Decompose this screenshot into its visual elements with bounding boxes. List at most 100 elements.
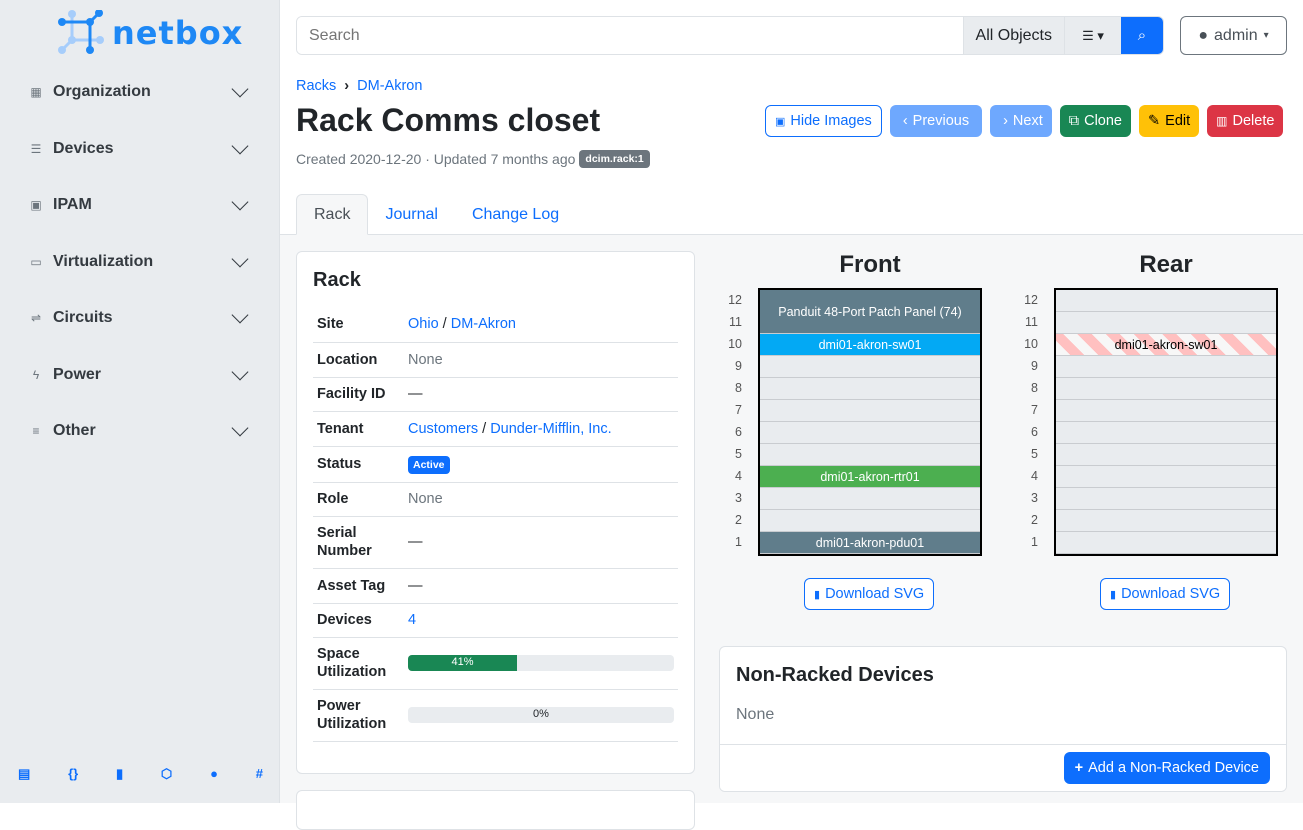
tab-journal[interactable]: Journal [385,205,438,223]
rack-unit[interactable] [1056,312,1276,334]
table-row: Facility ID — [313,377,678,412]
rack-unit[interactable] [760,444,980,466]
rack-unit[interactable] [760,378,980,400]
download-front-svg-button[interactable]: ▮ Download SVG [804,578,935,610]
rack-device[interactable]: dmi01-akron-sw01 [760,334,980,356]
rack-unit[interactable] [1056,532,1276,554]
sidebar-item-power[interactable]: ϟ Power [28,360,250,390]
rack-unit[interactable] [760,510,980,532]
breadcrumb: Racks › DM-Akron [296,78,422,94]
rack-unit[interactable] [760,356,980,378]
tenant-link[interactable]: Dunder-Mifflin, Inc. [490,420,612,437]
sidebar-item-virtualization[interactable]: ▭ Virtualization [28,247,250,277]
table-row: Serial Number — [313,516,678,569]
filter-dropdown[interactable]: ☰ ▾ [1064,17,1121,54]
rack-device[interactable]: dmi01-akron-sw01 [1056,334,1276,356]
docs-icon[interactable]: ▤ [18,766,31,781]
table-row: Asset Tag — [313,568,678,604]
unit-number: 11 [729,315,742,329]
rack-unit[interactable] [1056,466,1276,488]
github-icon[interactable]: ● [210,766,218,781]
unit-number: 4 [1031,469,1038,483]
next-button[interactable]: › Next [990,105,1052,137]
sidebar-item-devices[interactable]: ☰ Devices [28,134,250,164]
breadcrumb-racks[interactable]: Racks [296,78,337,94]
previous-button[interactable]: ‹ Previous [889,105,983,137]
rack-unit[interactable] [1056,378,1276,400]
graphql-icon[interactable]: ⬡ [160,766,173,781]
rack-unit[interactable] [1056,510,1276,532]
caret-down-icon: ▾ [1263,30,1269,41]
unit-number: 6 [735,425,742,439]
tab-rack[interactable]: Rack [296,194,369,235]
main: All Objects ☰ ▾ ⌕ ● admin ▾ Racks › DM-Akron… [280,0,1303,830]
unit-number: 10 [1024,337,1038,351]
row-label: Site [313,307,404,343]
slack-icon[interactable]: # [255,766,263,781]
unit-number: 12 [1024,293,1038,307]
copy-icon: ⧉ [1068,113,1080,129]
edit-button[interactable]: ✎ Edit [1139,105,1200,137]
rack-device[interactable]: dmi01-akron-pdu01 [760,532,980,554]
rack-unit[interactable] [1056,444,1276,466]
tenant-group-link[interactable]: Customers [408,420,479,437]
table-row: Location None [313,342,678,378]
rack-device[interactable]: Panduit 48-Port Patch Panel (74) [760,290,980,334]
object-type-select[interactable]: All Objects [962,17,1064,54]
rack-unit[interactable] [1056,488,1276,510]
content-area: Rack Site Ohio / DM-Akron Location None Fa… [280,234,1303,830]
rack-device[interactable]: dmi01-akron-rtr01 [760,466,980,488]
page-meta: Created 2020-12-20 · Updated 7 months ag… [296,150,650,168]
clone-button[interactable]: ⧉ Clone [1059,105,1131,137]
sidebar-item-other[interactable]: ≡ Other [28,416,250,446]
download-rear-svg-button[interactable]: ▮ Download SVG [1100,578,1231,610]
circuit-icon: ⇌ [30,311,42,325]
object-tag-badge: dcim.rack:1 [579,150,650,168]
tab-change-log[interactable]: Change Log [471,205,560,223]
region-link[interactable]: Ohio [408,316,439,333]
rack-unit[interactable] [760,488,980,510]
front-title: Front [839,251,901,278]
hide-images-button[interactable]: ▣ Hide Images [765,105,882,137]
site-link[interactable]: DM-Akron [450,316,516,333]
card-title: Non-Racked Devices [736,664,934,686]
rack-unit[interactable] [1056,356,1276,378]
sidebar-item-circuits[interactable]: ⇌ Circuits [28,303,250,333]
delete-button[interactable]: ▥ Delete [1207,105,1284,137]
search-input[interactable] [297,17,963,54]
breadcrumb-site[interactable]: DM-Akron [357,78,423,94]
rack-card: Rack Site Ohio / DM-Akron Location None Fa… [296,251,695,774]
table-row: Site Ohio / DM-Akron [313,307,678,343]
sidebar-item-label: Devices [53,140,114,157]
netbox-logo[interactable]: netbox [58,10,243,56]
button-label: Edit [1165,113,1191,129]
table-row: Space Utilization 41% [313,637,678,690]
book-icon[interactable]: ▮ [115,766,124,781]
sidebar-item-ipam[interactable]: ▣ IPAM [28,190,250,220]
table-row: Role None [313,482,678,517]
sidebar-item-label: Power [53,366,102,383]
rack-unit[interactable] [760,400,980,422]
progress-label: 41% [451,656,474,668]
add-non-racked-device-button[interactable]: + Add a Non-Racked Device [1063,752,1270,784]
chevron-down-icon [231,80,249,98]
api-icon[interactable]: {} [68,766,79,781]
trash-icon: ▥ [1216,114,1228,128]
sidebar-item-label: Virtualization [53,253,154,270]
table-row: Tenant Customers / Dunder-Mifflin, Inc. [313,411,678,447]
rack-unit[interactable] [760,422,980,444]
unit-number: 5 [735,447,742,461]
search-bar: All Objects ☰ ▾ ⌕ [296,16,1164,55]
rack-unit[interactable] [1056,422,1276,444]
sidebar-item-organization[interactable]: ▦ Organization [28,77,250,107]
row-value: — [404,516,678,569]
button-label: Delete [1232,113,1275,129]
devices-link[interactable]: 4 [408,612,417,628]
rack-unit[interactable] [1056,400,1276,422]
user-menu[interactable]: ● admin ▾ [1180,16,1287,55]
rack-unit[interactable] [1056,290,1276,312]
building-icon: ▦ [30,85,42,99]
search-icon: ⌕ [1137,27,1147,44]
search-button[interactable]: ⌕ [1121,17,1163,54]
unit-number: 11 [1025,315,1038,329]
